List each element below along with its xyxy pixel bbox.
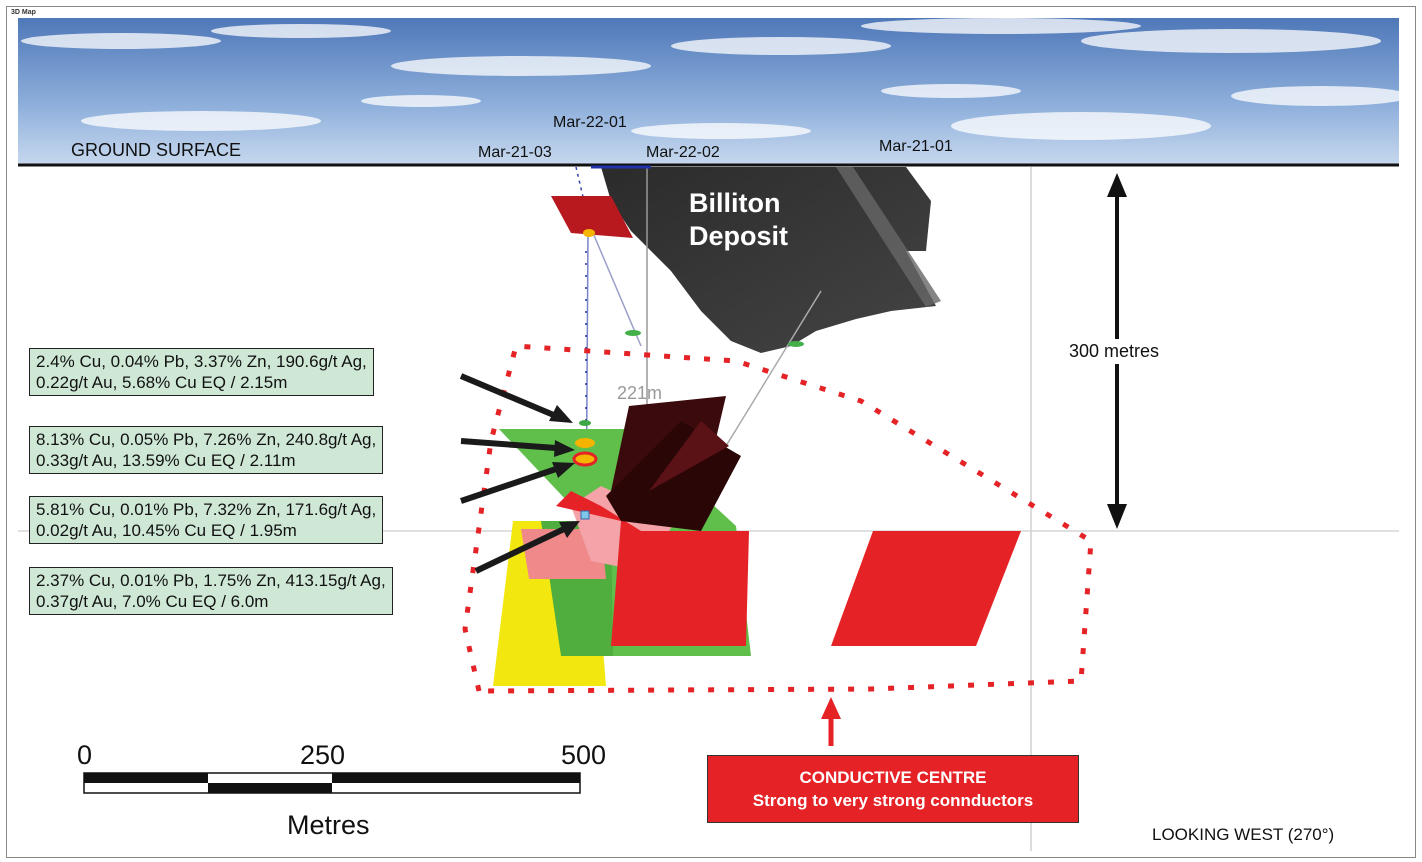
scale-unit: Metres bbox=[287, 810, 370, 840]
intercept-callout-3-line2: 0.02g/t Au, 10.45% Cu EQ / 1.95m bbox=[36, 521, 297, 540]
drillhole-label-mar-21-01: Mar-21-01 bbox=[879, 138, 953, 155]
orientation-label: LOOKING WEST (270°) bbox=[1152, 825, 1335, 844]
intercept-callout-3: 5.81% Cu, 0.01% Pb, 7.32% Zn, 171.6g/t A… bbox=[29, 496, 384, 544]
intercept-callout-4-line1: 2.37% Cu, 0.01% Pb, 1.75% Zn, 413.15g/t … bbox=[36, 571, 386, 590]
clouds bbox=[21, 18, 1411, 140]
intercept-callout-1: 2.4% Cu, 0.04% Pb, 3.37% Zn, 190.6g/t Ag… bbox=[29, 348, 374, 396]
deposit-band bbox=[836, 167, 941, 307]
dark-red-plate-3 bbox=[649, 421, 729, 491]
map-frame: 3D Map bbox=[6, 6, 1416, 858]
drillhole-label-mar-22-01: Mar-22-01 bbox=[553, 114, 627, 131]
hole-depth-label: 221m bbox=[617, 383, 663, 403]
callout-arrows bbox=[459, 373, 580, 574]
intercept-callout-2-line2: 0.33g/t Au, 13.59% Cu EQ / 2.11m bbox=[36, 451, 296, 470]
intercept-callout-1-line2: 0.22g/t Au, 5.68% Cu EQ / 2.15m bbox=[36, 373, 288, 392]
red-top-plate bbox=[551, 196, 633, 238]
scale-tick-250: 250 bbox=[300, 740, 346, 770]
intercept-callout-2-line1: 8.13% Cu, 0.05% Pb, 7.26% Zn, 240.8g/t A… bbox=[36, 430, 377, 449]
window-title: 3D Map bbox=[11, 9, 36, 16]
intercept-callout-4-line2: 0.37g/t Au, 7.0% Cu EQ / 6.0m bbox=[36, 592, 269, 611]
scale-tick-0: 0 bbox=[77, 740, 93, 770]
intercept-callout-2: 8.13% Cu, 0.05% Pb, 7.26% Zn, 240.8g/t A… bbox=[29, 426, 384, 474]
ground-surface-label: GROUND SURFACE bbox=[71, 140, 242, 160]
conductive-centre-title: CONDUCTIVE CENTRE bbox=[799, 768, 987, 787]
drillhole-label-mar-22-02: Mar-22-02 bbox=[646, 144, 720, 161]
red-plate-right bbox=[831, 531, 1021, 646]
scale-bar bbox=[83, 772, 581, 794]
conductive-arrow bbox=[821, 697, 841, 746]
red-plate-center bbox=[556, 491, 749, 646]
intercept-markers bbox=[572, 229, 804, 520]
intercept-callout-4: 2.37% Cu, 0.01% Pb, 1.75% Zn, 413.15g/t … bbox=[29, 567, 393, 615]
scale-tick-500: 500 bbox=[561, 740, 607, 770]
conductive-centre-subtitle: Strong to very strong connductors bbox=[752, 791, 1034, 810]
drillhole-label-mar-21-03: Mar-21-03 bbox=[478, 144, 552, 161]
intercept-callout-1-line1: 2.4% Cu, 0.04% Pb, 3.37% Zn, 190.6g/t Ag… bbox=[36, 352, 367, 371]
depth-label: 300 metres bbox=[1065, 339, 1164, 364]
deposit-label: Billiton Deposit bbox=[689, 187, 788, 253]
scene-diagram bbox=[18, 18, 1411, 851]
deposit-label-line2: Deposit bbox=[689, 221, 789, 251]
intercept-callout-3-line1: 5.81% Cu, 0.01% Pb, 7.32% Zn, 171.6g/t A… bbox=[36, 500, 377, 519]
billiton-deposit bbox=[601, 167, 936, 353]
deposit-label-line1: Billiton bbox=[689, 188, 781, 218]
conductive-centre-box: CONDUCTIVE CENTRE Strong to very strong … bbox=[707, 755, 1079, 823]
